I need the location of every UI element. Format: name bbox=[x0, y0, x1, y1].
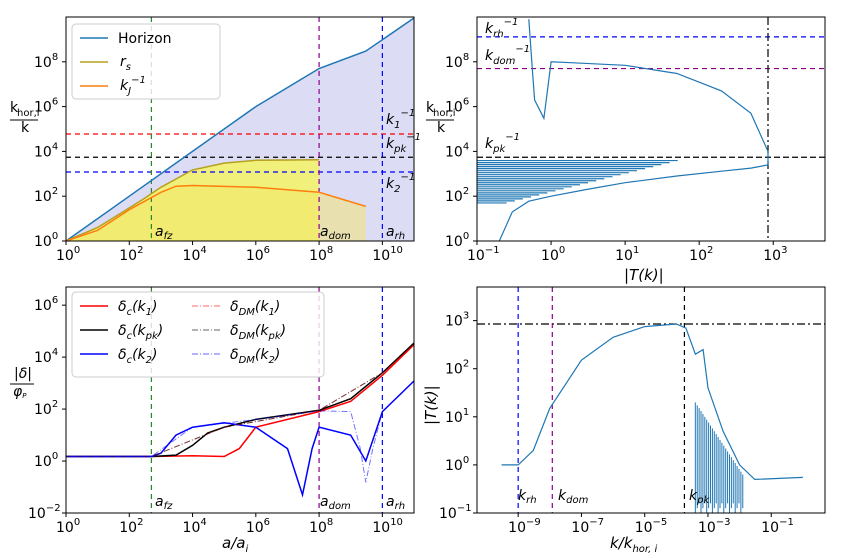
axes-frame bbox=[476, 286, 826, 514]
svg-text:φP: φP bbox=[13, 384, 27, 400]
x-tick-label: 104 bbox=[183, 517, 207, 536]
y-tick-label: 106 bbox=[34, 295, 58, 314]
svg-text:kdom: kdom bbox=[558, 488, 589, 506]
svg-text:|δ|: |δ| bbox=[14, 366, 32, 382]
series-line bbox=[498, 19, 769, 242]
y-tick-label: 108 bbox=[445, 52, 469, 71]
x-tick-label: 108 bbox=[309, 517, 333, 536]
x-tick-label: 10−9 bbox=[508, 517, 541, 536]
series-line bbox=[66, 380, 415, 483]
x-tick-label: 106 bbox=[246, 245, 270, 264]
svg-text:krh: krh bbox=[518, 488, 537, 506]
y-tick-label: 100 bbox=[445, 231, 469, 250]
x-tick-label: 1010 bbox=[372, 517, 403, 536]
legend: δc(k1) δc(kpk) δc(k2) δDM(k1) δDM(kpk) δ… bbox=[71, 291, 325, 378]
x-tick-label: 10−7 bbox=[571, 517, 604, 536]
series-line bbox=[66, 342, 415, 458]
axes-frame bbox=[476, 16, 826, 242]
x-tick-label: 104 bbox=[183, 245, 207, 264]
y-tick-label: 100 bbox=[445, 455, 469, 474]
y-tick-label: 102 bbox=[34, 399, 58, 418]
oscillation-band bbox=[477, 159, 678, 204]
axes-frame bbox=[65, 16, 415, 242]
legend-rs: rs bbox=[120, 54, 131, 73]
series-line bbox=[66, 344, 415, 458]
svg-text:adom: adom bbox=[320, 494, 351, 512]
x-tick-label: 101 bbox=[615, 245, 639, 264]
panel-transfer-vs-k: 10−9 10−7 10−5 10−3 10−1 10−1 100 101 102 103 |T(… bbox=[422, 286, 826, 555]
annotations: krh−1 kdom−1 kpk−1 bbox=[485, 17, 530, 155]
legend-horizon: Horizon bbox=[118, 31, 172, 47]
y-tick-label: 104 bbox=[34, 347, 58, 366]
y-tick-label: 102 bbox=[34, 186, 58, 205]
x-tick-label: 102 bbox=[689, 245, 713, 264]
svg-text:k: k bbox=[437, 120, 446, 136]
annotations: krh kdom kpk bbox=[518, 488, 710, 506]
series-line bbox=[65, 17, 415, 242]
svg-text:kpk−1: kpk−1 bbox=[485, 132, 520, 155]
svg-text:δDM(k2): δDM(k2) bbox=[230, 347, 280, 366]
svg-text:arh: arh bbox=[386, 494, 405, 512]
y-tick-label: 108 bbox=[34, 52, 58, 71]
x-tick-label: 100 bbox=[56, 517, 80, 536]
svg-text:kpk: kpk bbox=[689, 488, 710, 506]
y-axis-label: k hor,i k bbox=[426, 100, 456, 136]
svg-text:hor,i: hor,i bbox=[433, 108, 456, 119]
y-tick-label: 10−1 bbox=[439, 503, 472, 522]
y-axis-label: k hor,i k bbox=[10, 100, 40, 136]
y-tick-label: 103 bbox=[445, 311, 469, 330]
series-line bbox=[501, 323, 803, 481]
series-line bbox=[66, 380, 415, 498]
y-axis-label: |δ| φP bbox=[10, 366, 34, 400]
x-tick-label: 102 bbox=[119, 517, 143, 536]
x-tick-label: 100 bbox=[541, 245, 565, 264]
y-tick-label: 100 bbox=[34, 231, 58, 250]
series-line bbox=[65, 159, 320, 242]
x-tick-label: 1010 bbox=[372, 245, 403, 264]
svg-text:hor,i: hor,i bbox=[17, 108, 40, 119]
y-tick-label: 104 bbox=[34, 141, 58, 160]
x-axis-label: |T(k)| bbox=[624, 266, 664, 284]
legend: Horizon rs kJ−1 bbox=[71, 23, 221, 100]
y-tick-label: 102 bbox=[445, 186, 469, 205]
x-tick-label: 100 bbox=[56, 245, 80, 264]
x-tick-label: 10−3 bbox=[698, 517, 731, 536]
x-tick-label: 10−1 bbox=[467, 245, 500, 264]
annotations: afz adom arh bbox=[155, 494, 405, 512]
svg-text:k: k bbox=[10, 100, 19, 116]
y-tick-label: 102 bbox=[445, 359, 469, 378]
svg-text:k: k bbox=[426, 100, 435, 116]
svg-text:k: k bbox=[21, 120, 30, 136]
x-tick-label: 106 bbox=[246, 517, 270, 536]
x-tick-label: 10−1 bbox=[761, 517, 794, 536]
y-axis-label: |T(k)| bbox=[422, 385, 440, 425]
x-tick-label: 10−5 bbox=[635, 517, 668, 536]
oscillation-band bbox=[694, 402, 744, 513]
horizon-shaded-region bbox=[66, 18, 414, 242]
jeans-shaded-region bbox=[66, 185, 366, 241]
x-axis-label: a/ai bbox=[222, 534, 248, 555]
x-axis-label: k/khor, i bbox=[610, 534, 657, 555]
y-tick-label: 104 bbox=[445, 141, 469, 160]
x-tick-label: 102 bbox=[119, 245, 143, 264]
x-tick-label: 103 bbox=[763, 245, 787, 264]
svg-text:afz: afz bbox=[155, 494, 173, 512]
svg-text:kdom−1: kdom−1 bbox=[485, 44, 530, 67]
series-line bbox=[65, 184, 367, 242]
y-tick-label: 100 bbox=[34, 451, 58, 470]
axes-frame bbox=[65, 286, 415, 514]
x-tick-label: 108 bbox=[309, 245, 333, 264]
y-tick-label: 101 bbox=[445, 407, 469, 426]
